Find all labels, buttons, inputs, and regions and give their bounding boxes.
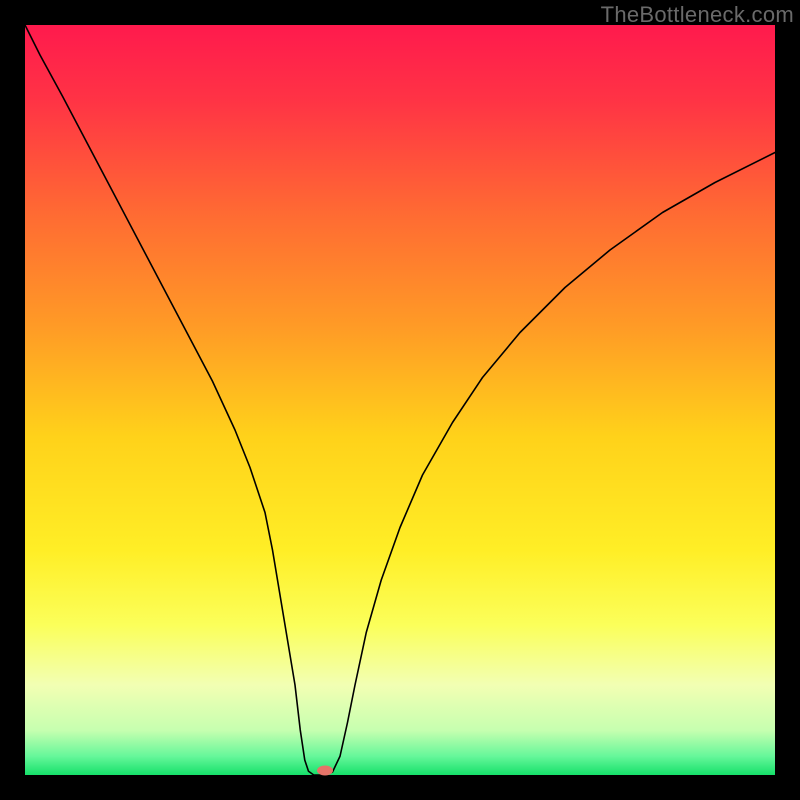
watermark-text: TheBottleneck.com [601, 2, 794, 28]
bottleneck-curve-chart [0, 0, 800, 800]
figure-stage: TheBottleneck.com [0, 0, 800, 800]
plot-background [25, 25, 775, 775]
optimal-point-marker [317, 766, 333, 776]
